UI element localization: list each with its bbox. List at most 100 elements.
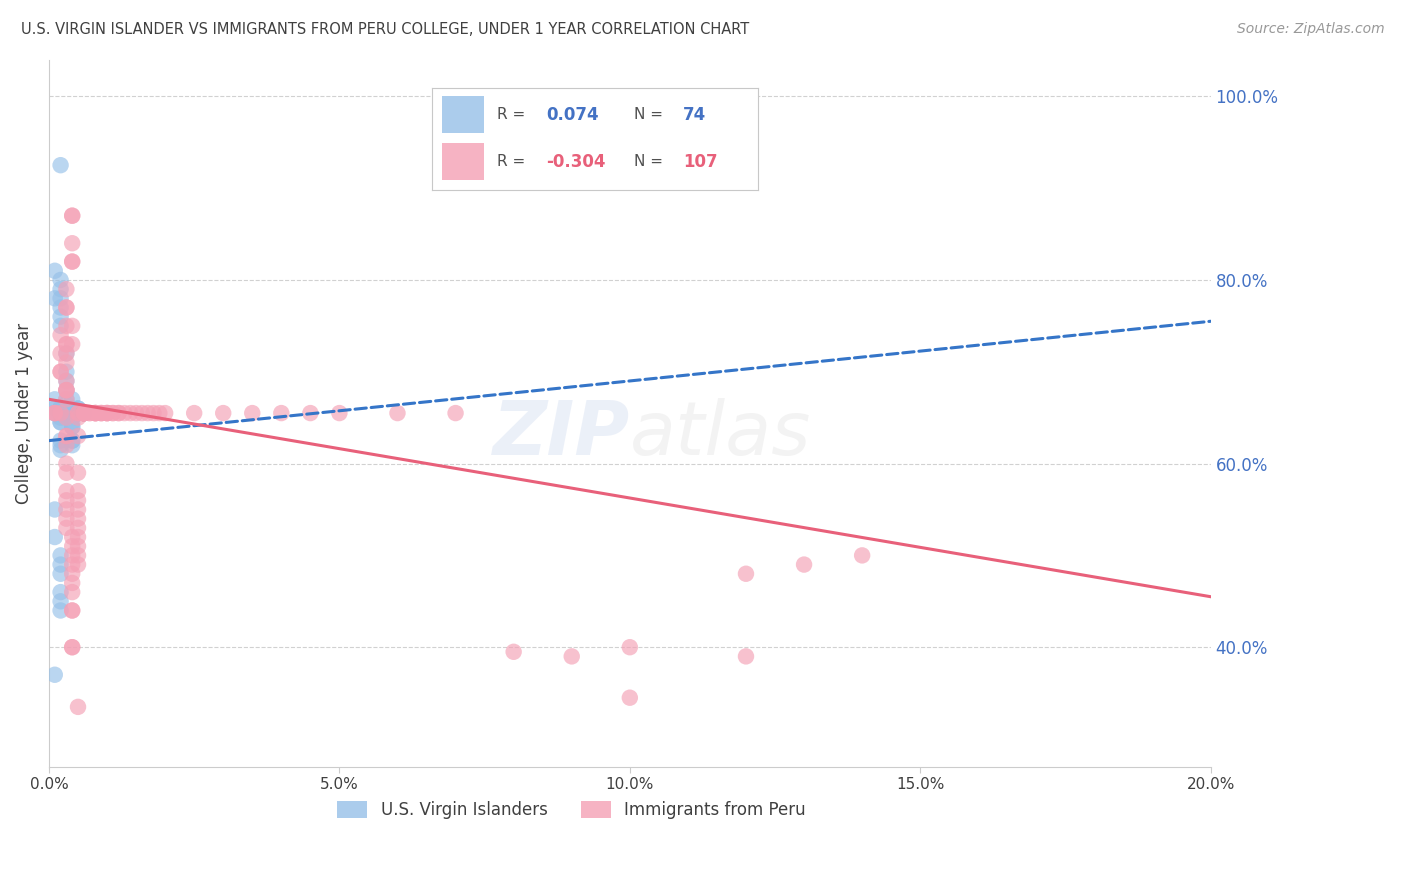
Point <box>212 406 235 420</box>
Text: Source: ZipAtlas.com: Source: ZipAtlas.com <box>1237 22 1385 37</box>
Point <box>49 603 72 617</box>
Point <box>73 406 96 420</box>
Point <box>107 406 129 420</box>
Point <box>55 406 77 420</box>
Text: U.S. VIRGIN ISLANDER VS IMMIGRANTS FROM PERU COLLEGE, UNDER 1 YEAR CORRELATION C: U.S. VIRGIN ISLANDER VS IMMIGRANTS FROM … <box>21 22 749 37</box>
Point <box>131 406 153 420</box>
Point <box>55 406 77 420</box>
Point <box>66 521 89 535</box>
Point <box>44 392 66 407</box>
Point <box>55 466 77 480</box>
Point <box>66 530 89 544</box>
Point <box>60 539 83 553</box>
Point <box>49 365 72 379</box>
Point <box>60 434 83 448</box>
Point <box>73 406 96 420</box>
Point <box>60 640 83 655</box>
Point <box>55 337 77 351</box>
Point <box>73 406 96 420</box>
Point <box>49 328 72 343</box>
Point <box>66 406 89 420</box>
Point <box>73 406 96 420</box>
Point <box>502 645 524 659</box>
Point <box>55 438 77 452</box>
Point <box>73 406 96 420</box>
Point <box>73 406 96 420</box>
Point <box>44 264 66 278</box>
Point <box>66 493 89 508</box>
Point <box>60 603 83 617</box>
Point <box>55 365 77 379</box>
Point <box>66 406 89 420</box>
Point <box>66 466 89 480</box>
Text: ZIP: ZIP <box>492 398 630 471</box>
Point <box>49 282 72 296</box>
Point <box>60 318 83 333</box>
Point <box>240 406 263 420</box>
Point <box>55 406 77 420</box>
Point <box>735 566 758 581</box>
Point <box>96 406 118 420</box>
Point <box>66 406 89 420</box>
Point <box>60 254 83 268</box>
Point <box>66 406 89 420</box>
Point <box>60 209 83 223</box>
Point <box>49 442 72 457</box>
Point <box>60 585 83 599</box>
Point <box>44 406 66 420</box>
Point <box>60 558 83 572</box>
Point <box>96 406 118 420</box>
Point <box>55 383 77 397</box>
Point <box>66 429 89 443</box>
Point <box>84 406 107 420</box>
Point <box>96 406 118 420</box>
Point <box>66 406 89 420</box>
Point <box>49 401 72 416</box>
Point <box>49 594 72 608</box>
Point <box>55 301 77 315</box>
Point <box>84 406 107 420</box>
Point <box>79 406 101 420</box>
Point <box>60 549 83 563</box>
Point <box>66 406 89 420</box>
Point <box>49 310 72 324</box>
Point <box>44 291 66 305</box>
Point <box>84 406 107 420</box>
Point <box>66 406 89 420</box>
Point <box>55 383 77 397</box>
Point <box>49 410 72 425</box>
Point <box>851 549 873 563</box>
Legend: U.S. Virgin Islanders, Immigrants from Peru: U.S. Virgin Islanders, Immigrants from P… <box>330 794 813 825</box>
Point <box>66 539 89 553</box>
Point <box>66 699 89 714</box>
Point <box>66 410 89 425</box>
Point <box>49 318 72 333</box>
Point <box>44 667 66 681</box>
Point <box>60 254 83 268</box>
Point <box>142 406 165 420</box>
Point <box>66 558 89 572</box>
Point <box>60 603 83 617</box>
Point <box>73 406 96 420</box>
Point <box>55 429 77 443</box>
Point <box>90 406 112 420</box>
Point <box>55 301 77 315</box>
Point <box>60 415 83 429</box>
Point <box>55 406 77 420</box>
Point <box>44 502 66 516</box>
Point <box>55 511 77 525</box>
Point <box>49 558 72 572</box>
Point <box>44 401 66 416</box>
Point <box>60 406 83 420</box>
Point <box>66 401 89 416</box>
Point <box>66 484 89 499</box>
Point <box>44 406 66 420</box>
Point <box>73 406 96 420</box>
Point <box>49 401 72 416</box>
Point <box>66 511 89 525</box>
Point <box>73 406 96 420</box>
Point <box>60 420 83 434</box>
Point <box>299 406 322 420</box>
Point <box>101 406 124 420</box>
Point <box>66 502 89 516</box>
